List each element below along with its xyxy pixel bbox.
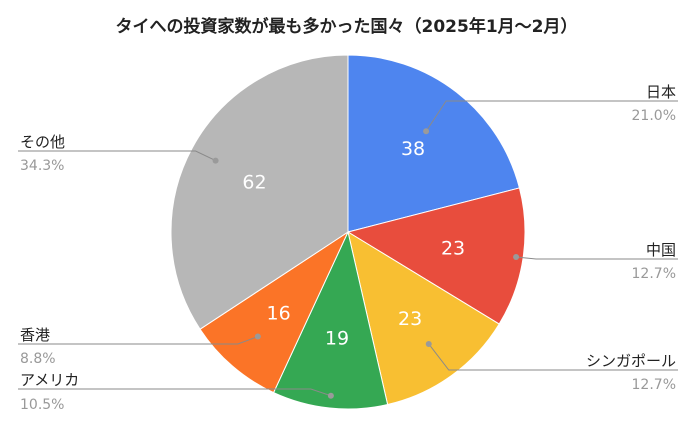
slice-6-name-label: その他: [20, 133, 65, 151]
slice-2-leader-line: [516, 256, 678, 260]
slice-5-leader-dot: [254, 333, 261, 340]
slice-3-percent-label: 12.7%: [632, 377, 676, 393]
slice-3-value-label: 23: [398, 308, 422, 330]
slice-4-value-label: 19: [325, 328, 349, 350]
chart-title: タイへの投資家数が最も多かった国々（2025年1月〜2月）: [115, 17, 578, 37]
slice-5-percent-label: 8.8%: [20, 351, 56, 367]
slice-1-leader-line: [425, 100, 678, 132]
slice-4-name-label: アメリカ: [20, 371, 79, 389]
slice-2-leader-dot: [513, 253, 520, 260]
pie-slices: [170, 54, 526, 410]
slice-3-name-label: シンガポール: [586, 352, 676, 370]
slice-5-leader-line: [18, 336, 259, 345]
slice-3-leader-line: [428, 343, 678, 371]
slice-5-value-label: 16: [267, 302, 291, 324]
slice-6-percent-label: 34.3%: [20, 158, 64, 174]
slice-4-wedge: [272, 230, 389, 410]
pie-value-labels: 38 23 23 19 16 62: [242, 138, 465, 350]
slice-3-wedge: [347, 230, 500, 406]
slice-1-leader-dot: [423, 128, 430, 135]
pie-category-labels: 日本 21.0% 中国 12.7% シンガポール 12.7% アメリカ 10.5% 香港 8.8%…: [20, 83, 676, 413]
slice-4-leader-dot: [327, 392, 334, 399]
slice-4-leader-line: [18, 388, 332, 397]
slice-6-wedge: [170, 54, 349, 330]
slice-5-name-label: 香港: [20, 326, 50, 344]
slice-1-value-label: 38: [401, 138, 425, 160]
slice-2-value-label: 23: [441, 238, 465, 260]
slice-1-wedge: [347, 54, 521, 233]
slice-2-name-label: 中国: [646, 241, 676, 259]
slice-1-percent-label: 21.0%: [632, 108, 676, 124]
slice-6-value-label: 62: [242, 172, 266, 194]
slice-6-leader-line: [18, 150, 216, 162]
slice-2-percent-label: 12.7%: [632, 266, 676, 282]
slice-5-wedge: [199, 230, 350, 394]
slice-1-name-label: 日本: [646, 83, 676, 101]
slice-6-leader-dot: [212, 157, 219, 164]
pie-leader-lines: [18, 100, 678, 399]
slice-3-leader-dot: [425, 340, 432, 347]
slice-4-percent-label: 10.5%: [20, 397, 64, 413]
